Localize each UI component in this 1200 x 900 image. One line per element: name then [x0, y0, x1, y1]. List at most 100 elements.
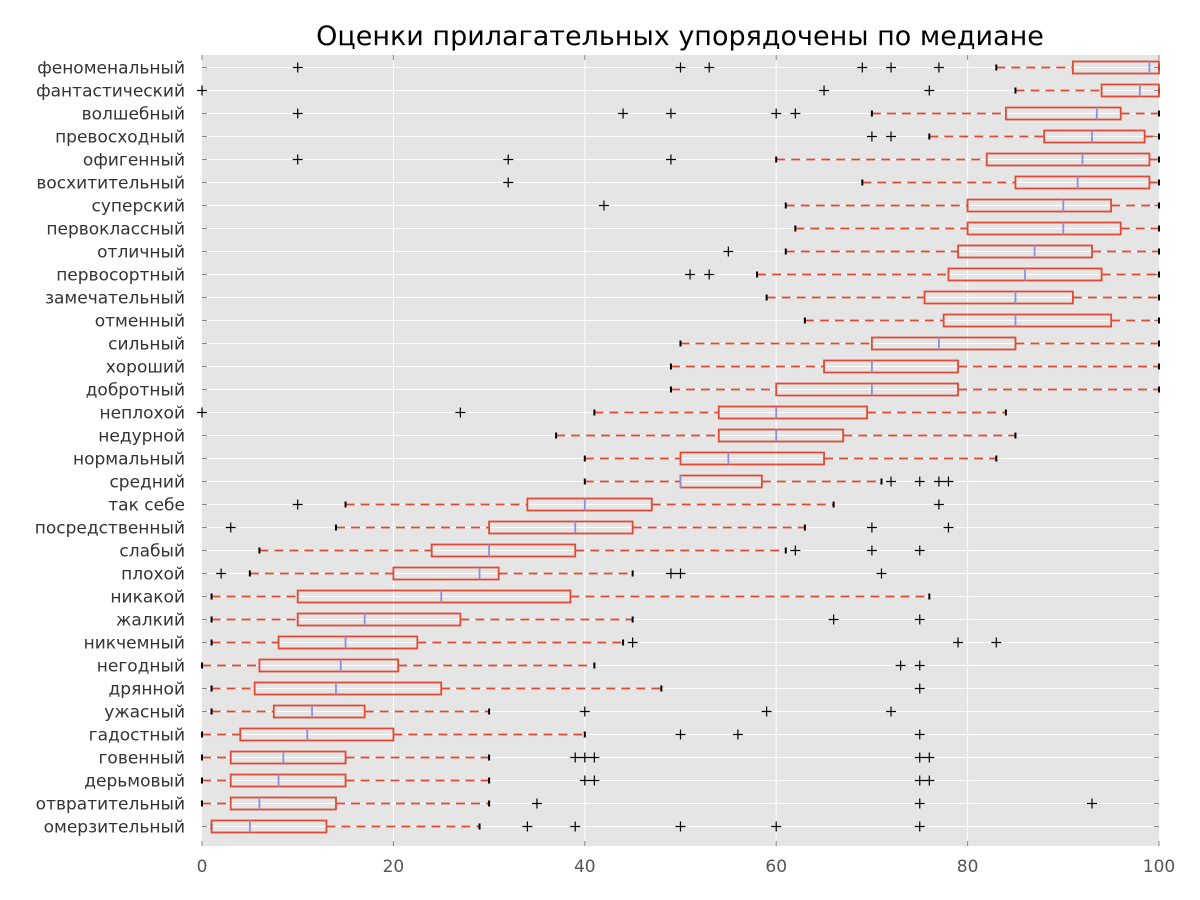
x-tick-label: 60	[765, 857, 787, 877]
box-rect	[277, 635, 419, 650]
flier	[771, 108, 782, 119]
box-33	[201, 796, 1098, 811]
flier	[866, 522, 877, 533]
flier	[828, 614, 839, 625]
y-tick-label: ужасный	[104, 703, 185, 723]
y-tick-label: никчемный	[84, 634, 185, 654]
box-28	[210, 681, 925, 696]
flier	[914, 729, 925, 740]
y-tick-label: добротный	[86, 381, 185, 401]
y-tick-label: гадостный	[89, 726, 185, 746]
flier	[455, 407, 466, 418]
y-tick-label: превосходный	[55, 128, 185, 148]
flier	[886, 706, 897, 717]
flier	[857, 62, 868, 73]
flier	[531, 798, 542, 809]
box-rect	[272, 704, 366, 719]
flier	[665, 154, 676, 165]
box-26	[210, 635, 1002, 650]
box-rect	[942, 313, 1113, 328]
x-axis: 0 20 40 60 80 100	[197, 55, 1175, 877]
plot-area	[202, 55, 1159, 846]
chart-title: Оценки прилагательных упорядочены по мед…	[316, 21, 1044, 52]
flier	[991, 637, 1002, 648]
box-rect	[775, 382, 959, 397]
box-27	[201, 658, 925, 673]
box-rect	[985, 152, 1151, 167]
box-rect	[1014, 175, 1151, 190]
flier	[886, 476, 897, 487]
box-rect	[966, 198, 1113, 213]
flier	[570, 821, 581, 832]
flier	[914, 821, 925, 832]
flier	[589, 775, 600, 786]
flier	[665, 108, 676, 119]
flier	[685, 269, 696, 280]
flier	[225, 522, 236, 533]
box-10	[685, 267, 1160, 282]
box-rect	[1004, 106, 1122, 121]
boxes	[197, 60, 1160, 834]
box-rect	[957, 244, 1093, 259]
box-rect	[1043, 129, 1146, 144]
flier	[866, 131, 877, 142]
y-tick-label: средний	[109, 473, 185, 493]
y-tick-label: отменный	[95, 312, 185, 332]
flier	[503, 177, 514, 188]
flier	[292, 62, 303, 73]
box-24	[210, 589, 931, 604]
x-tick-label: 40	[574, 857, 596, 877]
flier	[579, 775, 590, 786]
flier	[790, 108, 801, 119]
y-tick-label: нормальный	[73, 450, 185, 470]
flier	[579, 752, 590, 763]
box-rect	[679, 451, 825, 466]
flier	[570, 752, 581, 763]
y-tick-label: слабый	[119, 542, 185, 562]
flier	[933, 476, 944, 487]
flier	[914, 614, 925, 625]
box-rect	[229, 796, 337, 811]
box-rect	[966, 221, 1122, 236]
box-30	[201, 727, 925, 742]
flier	[704, 269, 715, 280]
flier	[292, 499, 303, 510]
box-13	[679, 336, 1160, 351]
flier	[627, 637, 638, 648]
box-7	[598, 198, 1160, 213]
flier	[953, 637, 964, 648]
flier	[895, 660, 906, 671]
y-tick-label: никакой	[110, 588, 185, 608]
box-5	[292, 152, 1160, 167]
y-tick-label: фантастический	[36, 82, 185, 102]
box-rect	[430, 543, 577, 558]
y-tick-label: негодный	[97, 657, 185, 677]
flier	[943, 476, 954, 487]
box-19	[583, 474, 954, 489]
y-axis: феноменальный фантастический волшебный прев…	[35, 59, 1159, 838]
flier	[886, 131, 897, 142]
box-4	[866, 129, 1160, 144]
flier	[618, 108, 629, 119]
box-rect	[296, 612, 462, 627]
flier	[675, 62, 686, 73]
box-rect	[210, 819, 328, 834]
y-tick-label: недурной	[98, 427, 185, 447]
y-tick-label: так себе	[108, 496, 185, 516]
flier	[589, 752, 600, 763]
flier	[197, 407, 207, 418]
flier	[522, 821, 533, 832]
flier	[216, 568, 227, 579]
box-22	[258, 543, 925, 558]
flier	[914, 683, 925, 694]
flier	[914, 752, 925, 763]
y-tick-label: волшебный	[82, 105, 185, 125]
box-17	[555, 428, 1017, 443]
flier	[723, 246, 734, 257]
y-tick-label: сильный	[108, 335, 185, 355]
flier	[675, 568, 686, 579]
box-rect	[526, 497, 653, 512]
box-25	[210, 612, 925, 627]
box-21	[225, 520, 954, 535]
flier	[598, 200, 609, 211]
